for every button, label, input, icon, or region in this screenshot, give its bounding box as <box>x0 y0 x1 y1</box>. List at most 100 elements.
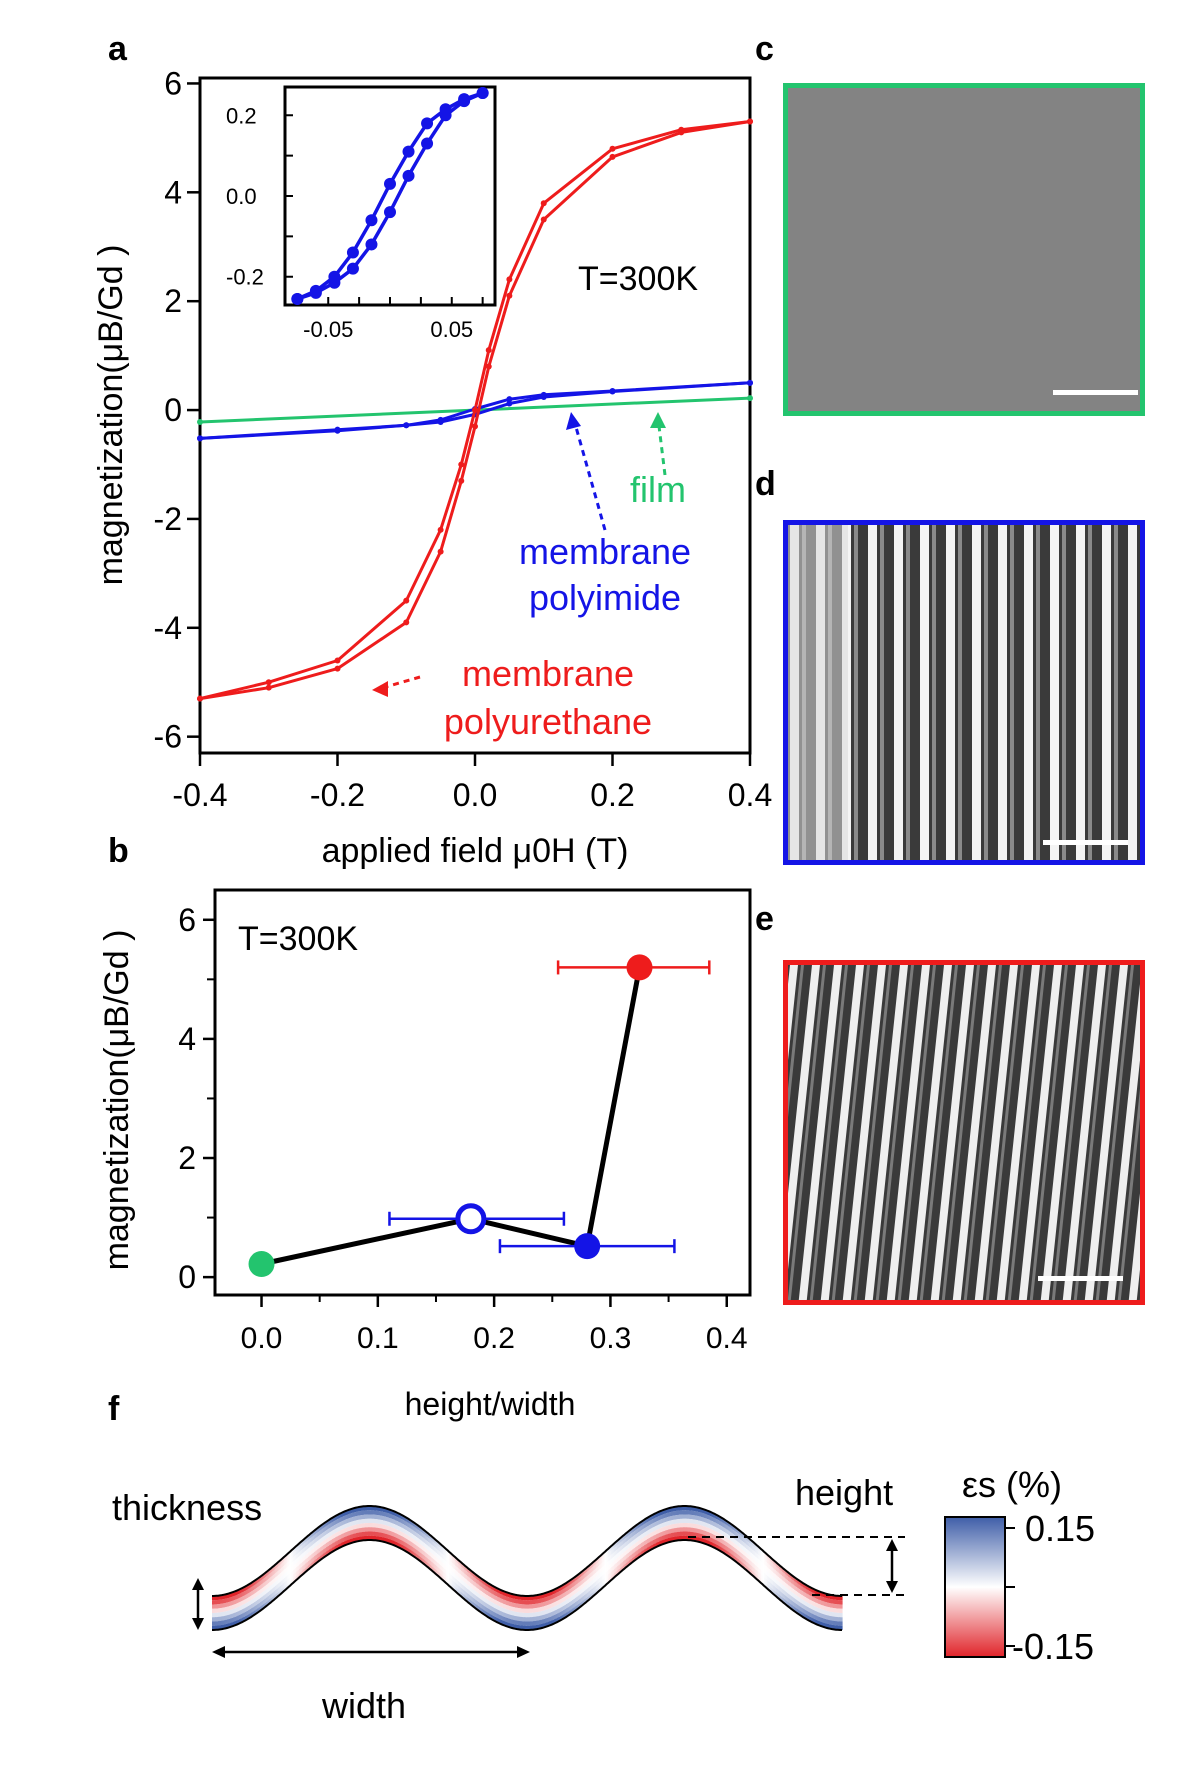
wave-strain-cell <box>840 1595 843 1601</box>
chart-a-ytick-label: 6 <box>164 65 182 101</box>
series-point <box>403 619 410 626</box>
chart-a-xtick-label: -0.2 <box>310 777 365 813</box>
series-point <box>506 276 513 283</box>
micrograph-polyimide-texture <box>788 525 1140 860</box>
chart-b-scatter: 0.0 0.1 0.2 0.3 0.4 0 2 4 6 magnetization(μB/Gd … <box>98 888 752 1422</box>
colorbar-min-label: -0.15 <box>1012 1626 1094 1667</box>
series-point <box>197 419 203 426</box>
scale-bar-e <box>1038 1276 1123 1281</box>
series-point <box>472 407 478 414</box>
series-point <box>747 118 753 125</box>
series-point <box>437 419 444 426</box>
colorbar-max-label: 0.15 <box>1025 1508 1095 1549</box>
series-point <box>334 426 341 433</box>
micrograph-polyurethane-texture <box>788 965 1140 1300</box>
arrow-polyimide <box>572 419 607 531</box>
series-point <box>437 526 444 533</box>
chart-a-ytick-label: 2 <box>164 283 182 319</box>
inset-point <box>309 284 322 297</box>
chart-b-xtick-label: 0.0 <box>241 1322 283 1355</box>
inset-xtick-label: 0.05 <box>430 317 473 342</box>
chart-b-ytick-label: 0 <box>178 1259 196 1295</box>
label-polyimide-line1: membrane <box>519 531 691 572</box>
chart-b-point <box>574 1233 601 1260</box>
inset-point <box>458 93 471 106</box>
chart-a-ytick-label: -4 <box>154 610 182 646</box>
scale-bar-d <box>1043 840 1128 845</box>
thickness-arrowhead-down <box>192 1618 204 1630</box>
series-point <box>540 200 547 207</box>
inset-point <box>439 103 452 116</box>
series-point <box>403 422 410 429</box>
chart-a-xtick-label: -0.4 <box>172 777 227 813</box>
panel-label-c: c <box>755 30 774 68</box>
chart-b-xtick-label: 0.2 <box>473 1322 515 1355</box>
scale-bar-c <box>1053 390 1138 395</box>
inset-point <box>365 238 378 251</box>
series-point <box>197 695 203 702</box>
chart-b-xtick-label: 0.4 <box>706 1322 748 1355</box>
chart-b-xlabel: height/width <box>405 1386 576 1422</box>
height-arrowhead-up <box>886 1539 898 1551</box>
width-arrowhead-right <box>517 1646 530 1658</box>
series-point <box>485 347 492 354</box>
wave-strain-cell <box>840 1604 843 1609</box>
series-point <box>334 665 341 672</box>
wave-bottom-edge <box>212 1539 842 1631</box>
chart-a-xtick-label: 0.4 <box>728 777 772 813</box>
inset-ytick-label: 0.2 <box>226 103 257 128</box>
strain-schematic: thickness height width εs (%) 0.15 -0.15 <box>112 1464 1095 1726</box>
series-point <box>265 684 272 691</box>
series-point <box>506 400 513 407</box>
series-point <box>472 423 478 430</box>
chart-b-ytick-label: 4 <box>178 1021 196 1057</box>
inset-point <box>346 262 359 275</box>
chart-b-point <box>626 954 653 981</box>
colorbar-title: εs (%) <box>962 1464 1062 1505</box>
chart-b-point <box>248 1251 275 1278</box>
thickness-arrowhead-up <box>192 1578 204 1590</box>
arrowhead-film <box>650 412 666 428</box>
inset-point <box>402 169 415 182</box>
inset-point <box>421 117 434 130</box>
inset-point <box>476 87 489 100</box>
wave-strain-cell <box>840 1612 843 1618</box>
micrograph-film <box>783 83 1145 416</box>
arrowhead-polyurethane <box>372 681 388 697</box>
series-point <box>334 657 341 664</box>
chart-b-xtick-label: 0.3 <box>590 1322 632 1355</box>
inset-point <box>346 246 359 259</box>
arrowhead-polyimide <box>566 412 581 430</box>
series-point <box>540 216 547 223</box>
panel-label-b: b <box>108 832 129 870</box>
series-point <box>403 597 410 604</box>
wave-strain-cell <box>840 1625 843 1630</box>
thickness-label: thickness <box>112 1487 262 1528</box>
micrograph-film-surface <box>788 88 1140 411</box>
panel-label-e: e <box>755 900 774 938</box>
height-label: height <box>795 1472 893 1513</box>
chart-b-frame <box>213 888 752 1297</box>
series-point <box>197 435 203 442</box>
chart-b-xtick-label: 0.1 <box>357 1322 399 1355</box>
chart-b-ytick-label: 2 <box>178 1140 196 1176</box>
series-point <box>540 393 547 400</box>
micrograph-polyimide <box>783 520 1145 865</box>
series-point <box>265 679 272 686</box>
series-point <box>485 363 492 370</box>
height-arrowhead-down <box>886 1581 898 1593</box>
inset-point <box>421 137 434 150</box>
series-point <box>609 388 616 395</box>
wave-strain-cell <box>840 1608 843 1613</box>
inset-point <box>384 206 396 219</box>
series-point <box>747 395 753 402</box>
series-point <box>506 396 513 403</box>
chart-a-xlabel: applied field μ0H (T) <box>322 832 629 870</box>
series-point <box>678 129 685 136</box>
panel-label-d: d <box>755 465 776 503</box>
inset-ytick-label: -0.2 <box>226 265 264 290</box>
series-point <box>609 145 616 152</box>
chart-a-ytick-label: 0 <box>164 392 182 428</box>
panel-label-f: f <box>108 1390 120 1428</box>
